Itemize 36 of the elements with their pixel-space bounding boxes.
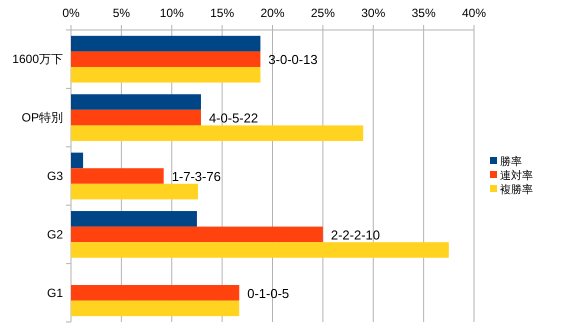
bar [71,211,197,227]
bar [71,110,201,126]
annotation: 2-2-2-10 [330,227,380,242]
y-tick-label: OP特別 [22,110,63,125]
x-tick-label: 10% [160,6,184,20]
legend-label: 勝率 [500,155,522,168]
legend-label: 複勝率 [500,183,533,196]
bar [71,242,449,258]
bar [71,226,323,242]
bar [71,168,164,184]
bar [71,66,260,83]
y-tick-label: G2 [46,227,64,242]
legend-label: 連対率 [500,169,533,182]
x-tick-label: 0% [62,6,80,20]
annotation: 0-1-0-5 [247,286,290,301]
bar [71,125,364,141]
annotation: 3-0-0-13 [268,52,318,68]
y-tick-label: G3 [46,169,64,183]
x-tick-label: 30% [361,6,386,20]
x-tick-label: 15% [210,6,234,20]
x-tick-label: 25% [310,6,336,20]
x-tick-label: 5% [112,6,130,20]
x-tick-label: 40% [462,6,486,20]
bar [71,300,240,316]
bar [71,36,260,52]
bar [71,285,240,301]
y-tick-label: G1 [46,286,64,300]
bar [71,152,84,168]
bar [71,184,198,200]
bar [71,51,260,67]
y-tick-label: 1600万下 [12,52,63,66]
x-tick-label: 35% [412,6,436,20]
annotation: 1-7-3-76 [172,169,221,184]
annotation: 4-0-5-22 [208,110,258,126]
bar [71,94,201,110]
x-tick-label: 20% [260,6,285,20]
